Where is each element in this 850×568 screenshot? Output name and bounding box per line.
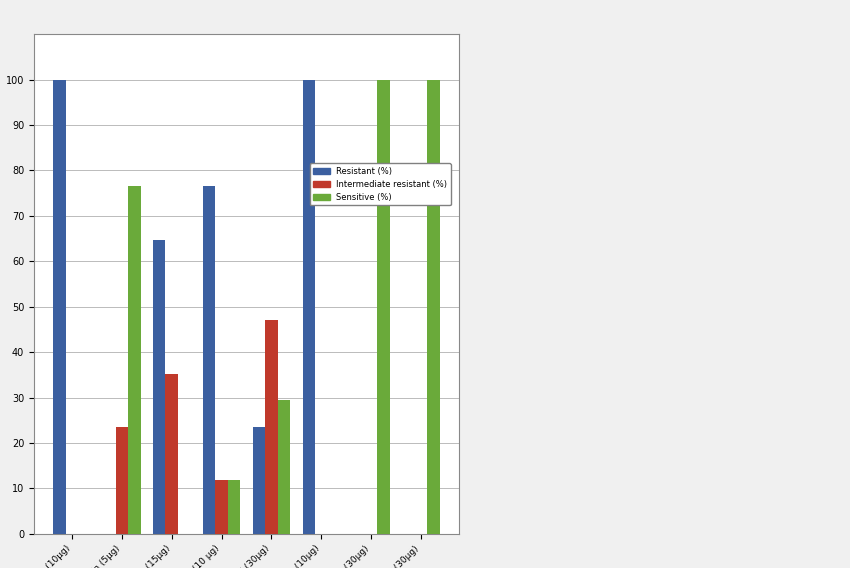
Bar [252,427,265,534]
Bar [228,481,241,534]
Bar [377,80,390,534]
Bar [278,400,290,534]
Bar [166,374,178,534]
Bar [428,80,439,534]
Bar [265,320,278,534]
Bar [215,481,228,534]
Bar [54,80,65,534]
Bar [203,186,215,534]
Bar [128,186,140,534]
Bar [153,240,166,534]
Legend: Resistant (%), Intermediate resistant (%), Sensitive (%): Resistant (%), Intermediate resistant (%… [309,163,450,205]
Bar [116,427,128,534]
Bar [303,80,315,534]
